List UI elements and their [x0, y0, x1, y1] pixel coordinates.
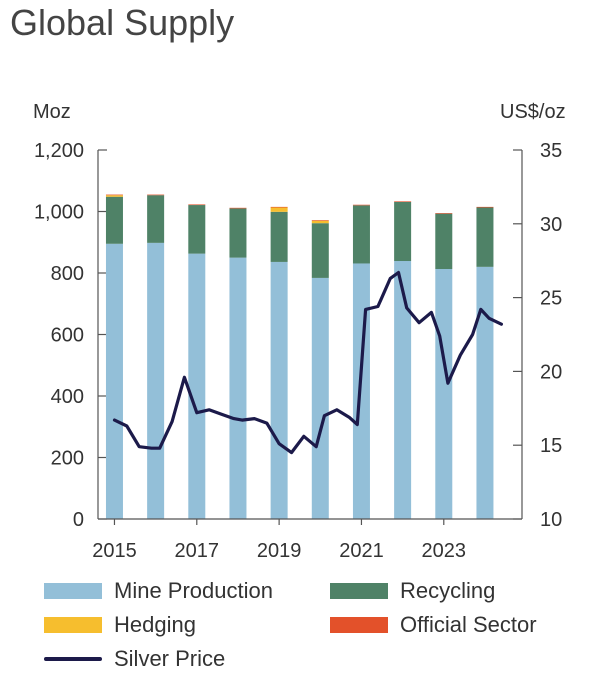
price-line-group — [112, 270, 503, 455]
x-axis-tick-label: 2015 — [92, 540, 137, 562]
right-axis-tick-label: 30 — [540, 214, 562, 236]
bar-official-sector-2020 — [311, 220, 329, 221]
bar-official-sector-2018 — [229, 207, 247, 209]
bar-recycling-2021 — [352, 205, 370, 264]
x-axis-tick-label: 2019 — [257, 540, 302, 562]
bar-recycling-2020 — [311, 223, 329, 278]
bar-mine-production-2022 — [394, 261, 412, 519]
right-axis-tick-label: 15 — [540, 435, 562, 457]
bar-official-sector-2019 — [270, 206, 288, 208]
bar-recycling-2024 — [476, 207, 494, 267]
bar-recycling-2022 — [394, 201, 412, 262]
left-axis-tick-label: 600 — [51, 325, 84, 347]
bar-recycling-2017 — [188, 205, 206, 254]
x-axis-tick-label: 2023 — [422, 540, 467, 562]
left-axis-unit: Moz — [33, 101, 71, 123]
bar-mine-production-2024 — [476, 266, 494, 519]
bar-recycling-2023 — [435, 213, 453, 270]
bar-mine-production-2023 — [435, 269, 453, 519]
left-axis-tick-label: 800 — [51, 263, 84, 285]
x-axis: 2015 2017 2019 2021 2023 — [92, 518, 522, 562]
bar-official-sector-2015 — [105, 194, 123, 196]
chart-title: Global Supply — [10, 2, 235, 43]
bar-official-sector-2017 — [188, 204, 206, 206]
left-axis: 0 200 400 600 800 1,000 1,200 — [34, 140, 107, 531]
bar-recycling-2018 — [229, 208, 247, 258]
right-axis-tick-label: 35 — [540, 140, 562, 162]
x-axis-tick-label: 2017 — [175, 540, 220, 562]
left-axis-tick-label: 200 — [51, 448, 84, 470]
bar-recycling-2019 — [270, 211, 288, 262]
right-axis-unit: US$/oz — [500, 101, 566, 123]
left-axis-tick-label: 1,200 — [34, 140, 84, 162]
bar-mine-production-2020 — [311, 277, 329, 519]
bar-official-sector-2024 — [476, 206, 494, 208]
bar-mine-production-2016 — [147, 242, 165, 520]
bar-mine-production-2018 — [229, 257, 247, 519]
bar-recycling-2016 — [147, 195, 165, 243]
right-axis-tick-label: 10 — [540, 509, 562, 531]
right-axis-tick-label: 20 — [540, 361, 562, 383]
bar-mine-production-2015 — [105, 243, 123, 519]
bar-official-sector-2023 — [435, 213, 453, 214]
bar-official-sector-2016 — [147, 194, 165, 196]
bars — [105, 194, 494, 520]
silver-price-line — [112, 270, 503, 455]
bar-hedging-2020 — [311, 220, 329, 224]
bar-hedging-2019 — [270, 207, 288, 212]
left-axis-tick-label: 400 — [51, 386, 84, 408]
bar-official-sector-2021 — [352, 204, 370, 206]
bar-mine-production-2017 — [188, 253, 206, 519]
bar-mine-production-2021 — [352, 263, 370, 519]
right-axis-tick-label: 25 — [540, 288, 562, 310]
bar-mine-production-2019 — [270, 261, 288, 519]
bar-official-sector-2022 — [394, 201, 412, 202]
bar-recycling-2015 — [105, 196, 123, 244]
x-axis-tick-label: 2021 — [339, 540, 384, 562]
left-axis-tick-label: 1,000 — [34, 202, 84, 224]
right-axis: 10 15 20 25 30 35 — [513, 140, 562, 531]
bar-hedging-2015 — [105, 195, 123, 197]
left-axis-tick-label: 0 — [73, 509, 84, 531]
